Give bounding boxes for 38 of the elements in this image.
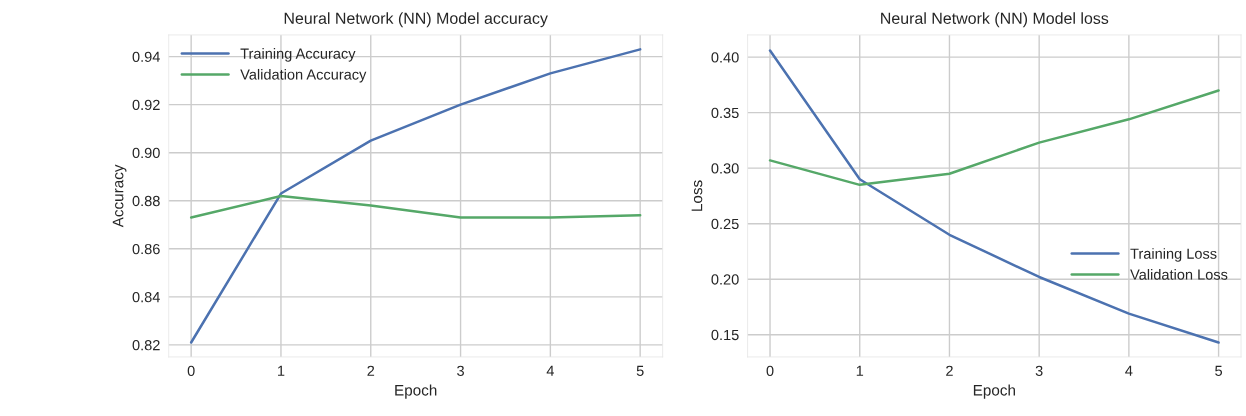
x-tick-label: 4 [546,365,554,376]
y-tick-label: 0.40 [711,52,739,63]
legend-label: Training Loss [1130,248,1217,262]
line-series [768,89,1220,187]
y-tick-label: 0.90 [132,147,160,159]
x-tick-label: 4 [1125,365,1133,376]
y-axis-title: Accuracy [112,164,127,228]
x-tick-label: 3 [1035,365,1043,376]
x-axis-title: Epoch [395,384,437,399]
x-tick-label: 2 [946,365,953,376]
x-tick-label: 1 [856,365,864,376]
chart-title: Neural Network (NN) Model accuracy [284,12,548,28]
x-tick-label: 5 [636,365,644,376]
legend-label: Training Accuracy [240,48,356,62]
y-tick-label: 0.30 [711,163,739,174]
y-tick-label: 0.20 [711,274,739,285]
legend-label: Validation Accuracy [240,68,367,83]
x-tick-label: 2 [367,365,375,376]
x-tick-label: 5 [1215,365,1223,376]
x-tick-label: 0 [187,365,195,376]
line-series [189,48,642,344]
y-tick-label: 0.35 [711,107,739,119]
x-tick-label: 0 [766,365,774,376]
chart-title: Neural Network (NN) Model loss [881,12,1109,28]
y-tick-label: 0.84 [132,291,160,303]
y-axis-title: Loss [691,180,703,211]
x-tick-label: 3 [457,365,464,376]
y-tick-label: 0.86 [132,243,160,255]
legend-label: Validation Loss [1130,269,1228,280]
y-tick-label: 0.88 [132,195,160,207]
y-tick-label: 0.25 [711,218,739,230]
x-tick-label: 1 [278,365,285,376]
x-axis-title: Epoch [973,384,1015,399]
y-tick-label: 0.94 [132,51,160,62]
line-series [189,194,642,219]
y-tick-label: 0.92 [132,99,160,111]
y-tick-label: 0.15 [711,329,739,341]
y-tick-label: 0.82 [132,340,160,351]
